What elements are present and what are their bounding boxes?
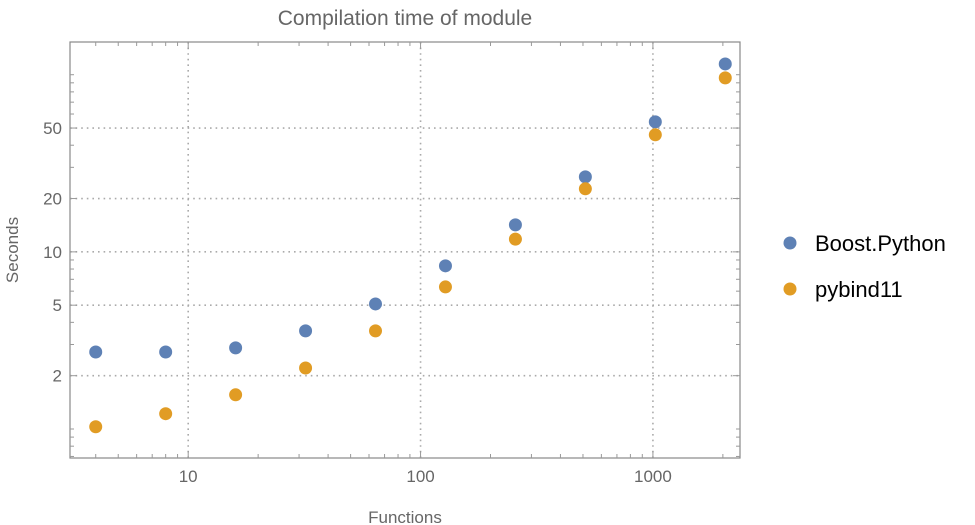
y-axis-label: Seconds <box>3 217 22 283</box>
x-tick-label: 1000 <box>634 467 672 486</box>
data-point-boost-python <box>578 170 592 184</box>
data-point-pybind11 <box>508 232 522 246</box>
chart-title: Compilation time of module <box>278 7 532 30</box>
data-point-boost-python <box>648 115 662 129</box>
data-point-pybind11 <box>718 71 732 85</box>
legend-label: pybind11 <box>815 277 903 302</box>
data-point-pybind11 <box>578 182 592 196</box>
data-point-boost-python <box>159 345 173 359</box>
data-point-boost-python <box>718 57 732 71</box>
x-axis-label: Functions <box>368 508 442 525</box>
data-point-boost-python <box>229 341 243 355</box>
x-tick-label: 100 <box>406 467 434 486</box>
y-tick-label: 10 <box>43 243 62 262</box>
data-point-pybind11 <box>369 324 383 338</box>
y-tick-label: 5 <box>53 296 62 315</box>
y-tick-label: 50 <box>43 119 62 138</box>
legend-label: Boost.Python <box>815 231 946 256</box>
plot-frame <box>69 41 741 459</box>
x-tick-label: 10 <box>179 467 198 486</box>
data-point-boost-python <box>369 297 383 311</box>
data-point-boost-python <box>89 345 103 359</box>
data-point-pybind11 <box>648 128 662 142</box>
data-point-pybind11 <box>299 361 313 375</box>
y-tick-label: 20 <box>43 190 62 209</box>
legend-marker <box>783 236 797 250</box>
data-point-pybind11 <box>438 280 452 294</box>
data-point-pybind11 <box>159 407 173 421</box>
data-point-pybind11 <box>89 420 103 434</box>
legend-marker <box>783 282 797 296</box>
data-point-boost-python <box>438 259 452 273</box>
y-tick-label: 2 <box>53 367 62 386</box>
data-point-boost-python <box>508 218 522 232</box>
data-point-boost-python <box>299 324 313 338</box>
data-point-pybind11 <box>229 388 243 402</box>
